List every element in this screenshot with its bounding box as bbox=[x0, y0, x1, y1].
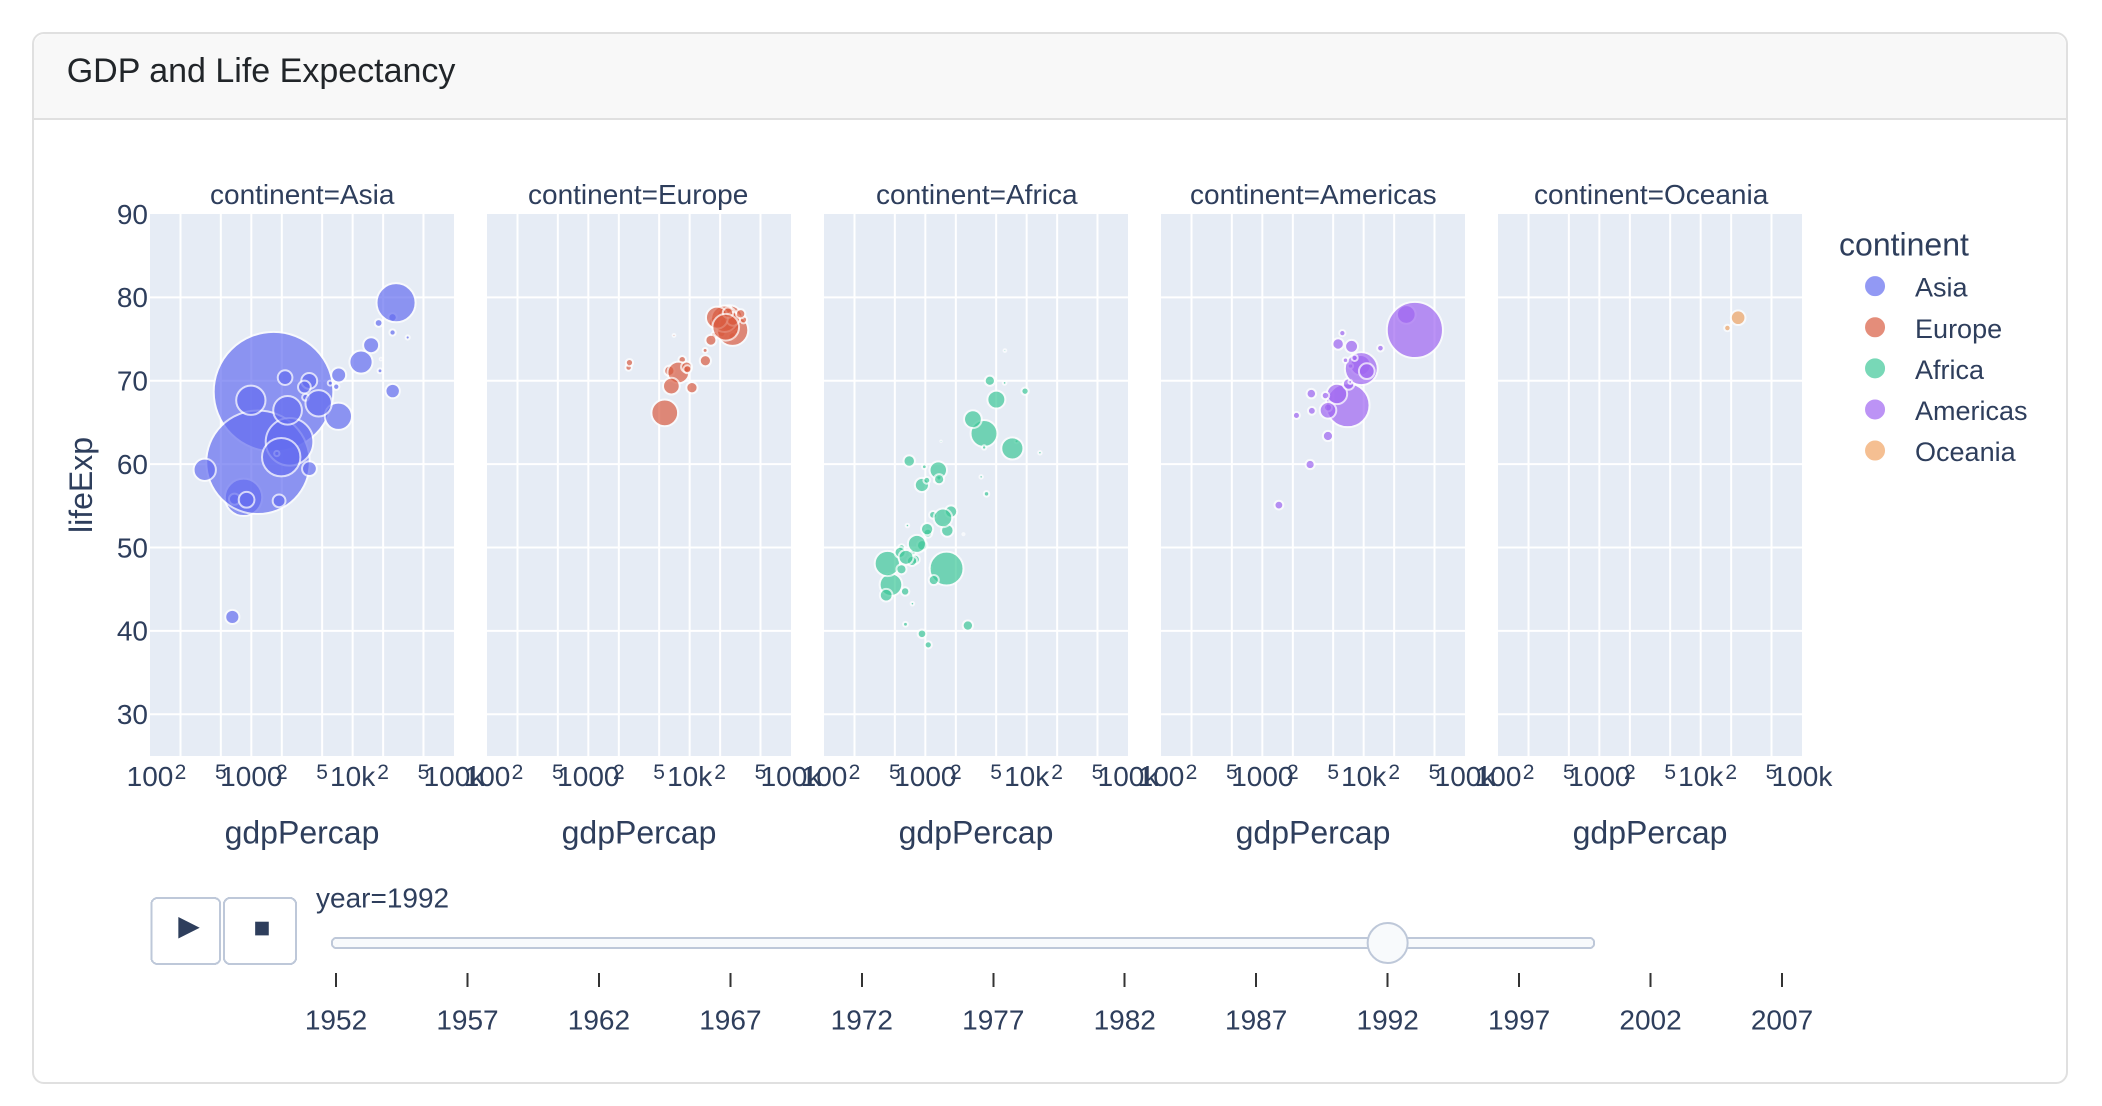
svg-text:1000: 1000 bbox=[221, 760, 283, 791]
svg-text:5: 5 bbox=[1092, 760, 1104, 783]
svg-text:80: 80 bbox=[118, 281, 149, 312]
svg-text:2: 2 bbox=[277, 760, 289, 783]
svg-text:100k: 100k bbox=[761, 760, 823, 791]
svg-text:continent=Asia: continent=Asia bbox=[211, 178, 396, 209]
svg-text:continent=Americas: continent=Americas bbox=[1191, 178, 1438, 209]
svg-text:2: 2 bbox=[614, 760, 626, 783]
svg-text:100k: 100k bbox=[1098, 760, 1160, 791]
svg-text:10k: 10k bbox=[668, 760, 714, 791]
svg-text:2: 2 bbox=[951, 760, 963, 783]
svg-text:1997: 1997 bbox=[1489, 1004, 1551, 1035]
svg-text:5: 5 bbox=[553, 760, 565, 783]
svg-text:gdpPercap: gdpPercap bbox=[1573, 814, 1728, 850]
svg-text:100: 100 bbox=[801, 760, 848, 791]
svg-text:1000: 1000 bbox=[1569, 760, 1631, 791]
svg-text:5: 5 bbox=[654, 760, 666, 783]
svg-text:2: 2 bbox=[1625, 760, 1637, 783]
svg-text:100k: 100k bbox=[1772, 760, 1834, 791]
svg-text:1952: 1952 bbox=[306, 1004, 368, 1035]
svg-text:10k: 10k bbox=[1005, 760, 1051, 791]
svg-text:1987: 1987 bbox=[1226, 1004, 1288, 1035]
svg-text:100: 100 bbox=[1138, 760, 1185, 791]
svg-text:2002: 2002 bbox=[1620, 1004, 1682, 1035]
svg-text:5: 5 bbox=[1564, 760, 1576, 783]
svg-text:100: 100 bbox=[464, 760, 511, 791]
svg-text:10k: 10k bbox=[331, 760, 377, 791]
svg-text:1000: 1000 bbox=[895, 760, 957, 791]
svg-text:2: 2 bbox=[1052, 760, 1064, 783]
svg-text:gdpPercap: gdpPercap bbox=[562, 814, 717, 850]
svg-text:◼: ◼ bbox=[254, 915, 271, 938]
svg-text:5: 5 bbox=[1665, 760, 1677, 783]
svg-text:5: 5 bbox=[1429, 760, 1441, 783]
svg-text:5: 5 bbox=[1328, 760, 1340, 783]
svg-text:2: 2 bbox=[512, 760, 524, 783]
svg-text:30: 30 bbox=[118, 698, 149, 729]
svg-text:1000: 1000 bbox=[1232, 760, 1294, 791]
svg-text:1962: 1962 bbox=[568, 1004, 630, 1035]
svg-text:5: 5 bbox=[1766, 760, 1778, 783]
svg-text:2: 2 bbox=[849, 760, 861, 783]
svg-text:100: 100 bbox=[1475, 760, 1522, 791]
svg-text:100k: 100k bbox=[1435, 760, 1497, 791]
svg-text:2: 2 bbox=[1389, 760, 1401, 783]
svg-text:Africa: Africa bbox=[1916, 354, 1986, 384]
svg-text:continent: continent bbox=[1840, 226, 1970, 262]
svg-text:Asia: Asia bbox=[1916, 272, 1970, 302]
svg-text:continent=Oceania: continent=Oceania bbox=[1535, 178, 1770, 209]
svg-text:2: 2 bbox=[378, 760, 390, 783]
svg-text:100k: 100k bbox=[424, 760, 486, 791]
svg-text:Oceania: Oceania bbox=[1916, 436, 2018, 466]
svg-text:5: 5 bbox=[1227, 760, 1239, 783]
svg-text:1967: 1967 bbox=[700, 1004, 762, 1035]
svg-text:▶: ▶ bbox=[179, 909, 201, 940]
svg-text:1982: 1982 bbox=[1094, 1004, 1156, 1035]
svg-text:continent=Africa: continent=Africa bbox=[877, 178, 1079, 209]
svg-text:continent=Europe: continent=Europe bbox=[529, 178, 749, 209]
svg-text:5: 5 bbox=[755, 760, 767, 783]
svg-text:5: 5 bbox=[991, 760, 1003, 783]
svg-text:lifeExp: lifeExp bbox=[67, 436, 100, 532]
svg-text:1977: 1977 bbox=[963, 1004, 1025, 1035]
svg-text:2: 2 bbox=[715, 760, 727, 783]
svg-text:90: 90 bbox=[118, 198, 149, 229]
svg-text:10k: 10k bbox=[1679, 760, 1725, 791]
svg-text:1957: 1957 bbox=[437, 1004, 499, 1035]
svg-text:2: 2 bbox=[1288, 760, 1300, 783]
svg-text:1972: 1972 bbox=[831, 1004, 893, 1035]
svg-text:gdpPercap: gdpPercap bbox=[1236, 814, 1391, 850]
svg-text:100: 100 bbox=[127, 760, 174, 791]
svg-text:5: 5 bbox=[418, 760, 430, 783]
svg-text:1000: 1000 bbox=[558, 760, 620, 791]
svg-text:gdpPercap: gdpPercap bbox=[225, 814, 380, 850]
svg-text:70: 70 bbox=[118, 365, 149, 396]
svg-text:5: 5 bbox=[890, 760, 902, 783]
svg-text:2: 2 bbox=[1523, 760, 1535, 783]
svg-text:2: 2 bbox=[1726, 760, 1738, 783]
svg-text:60: 60 bbox=[118, 448, 149, 479]
svg-text:year=1992: year=1992 bbox=[317, 882, 450, 913]
svg-text:Europe: Europe bbox=[1916, 313, 2003, 343]
svg-text:5: 5 bbox=[317, 760, 329, 783]
svg-text:1992: 1992 bbox=[1357, 1004, 1419, 1035]
svg-text:gdpPercap: gdpPercap bbox=[899, 814, 1054, 850]
svg-text:10k: 10k bbox=[1342, 760, 1388, 791]
svg-text:5: 5 bbox=[216, 760, 228, 783]
svg-text:2007: 2007 bbox=[1752, 1004, 1814, 1035]
svg-text:40: 40 bbox=[118, 615, 149, 646]
svg-text:Americas: Americas bbox=[1916, 395, 2029, 425]
svg-text:2: 2 bbox=[175, 760, 187, 783]
svg-text:2: 2 bbox=[1186, 760, 1198, 783]
svg-text:50: 50 bbox=[118, 532, 149, 563]
